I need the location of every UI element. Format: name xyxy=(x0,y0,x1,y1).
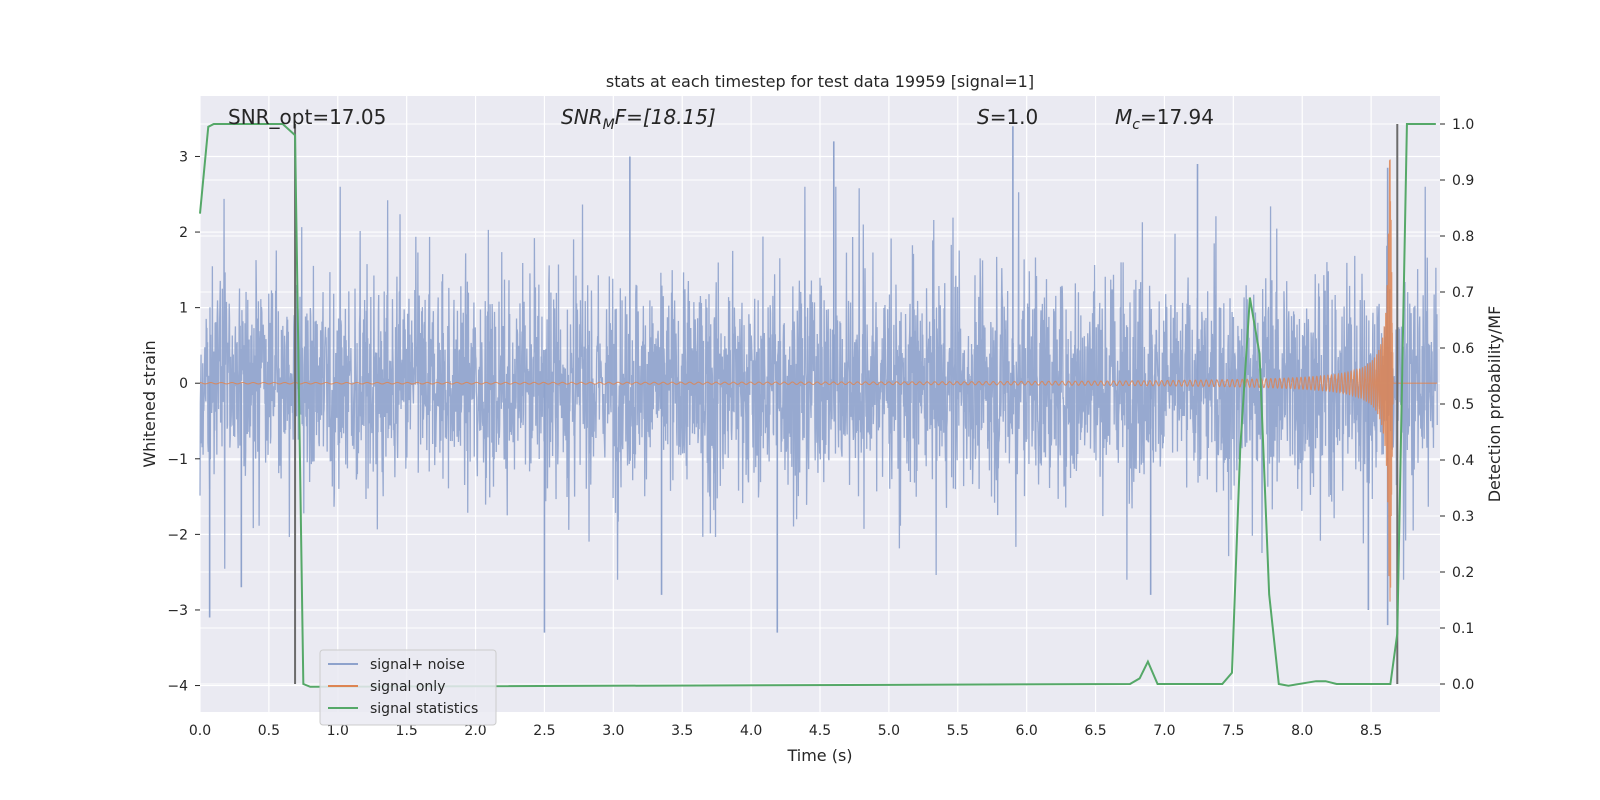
x-tick-label: 0.0 xyxy=(189,723,211,739)
legend-label-signal-only: signal only xyxy=(370,679,445,695)
y-tick-label: −4 xyxy=(167,679,188,695)
y-tick-label: 1 xyxy=(179,301,188,317)
y-tick-label: 3 xyxy=(179,149,188,165)
series-signal-statistics-line xyxy=(199,123,1436,688)
y2-tick-label: 0.8 xyxy=(1452,229,1474,245)
x-tick-label: 4.5 xyxy=(809,723,831,739)
y2-tick-label: 0.4 xyxy=(1452,453,1474,469)
y2-tick-label: 0.7 xyxy=(1452,285,1474,301)
y-axis-label: Whitened strain xyxy=(140,340,159,467)
x-tick-label: 0.5 xyxy=(258,723,280,739)
x-axis-label: Time (s) xyxy=(786,746,852,765)
y2-tick-label: 0.2 xyxy=(1452,565,1474,581)
annotation-mc: Mc=17.94 xyxy=(1115,105,1214,133)
x-tick-label: 3.5 xyxy=(671,723,693,739)
x-tick-label: 7.0 xyxy=(1153,723,1175,739)
chart-title: stats at each timestep for test data 199… xyxy=(606,72,1034,91)
y2-tick-label: 0.9 xyxy=(1452,173,1474,189)
y2-tick-label: 0.3 xyxy=(1452,509,1474,525)
x-tick-label: 2.5 xyxy=(533,723,555,739)
legend: signal+ noise signal only signal statist… xyxy=(319,649,497,726)
y-axis-left: 3 2 1 0 −1 −2 −3 −4 xyxy=(167,149,200,695)
y-tick-label: −2 xyxy=(167,527,188,543)
series-signal-only-line xyxy=(199,159,1438,602)
y2-axis-label: Detection probability/MF xyxy=(1485,306,1504,503)
legend-box xyxy=(319,649,497,726)
y-tick-label: 2 xyxy=(179,225,188,241)
y-tick-label: 0 xyxy=(179,376,188,392)
legend-label-signal-statistics: signal statistics xyxy=(370,701,478,717)
annotation-snr-mf: SNRMF=[18.15] xyxy=(561,105,716,133)
x-tick-label: 7.5 xyxy=(1222,723,1244,739)
legend-label-signal-noise: signal+ noise xyxy=(370,657,465,673)
x-tick-label: 4.0 xyxy=(740,723,762,739)
annotations: SNR_opt=17.05 SNRMF=[18.15] S=1.0 Mc=17.… xyxy=(228,105,1214,133)
x-tick-label: 8.0 xyxy=(1291,723,1313,739)
y2-tick-label: 0.0 xyxy=(1452,677,1474,693)
y-tick-label: −3 xyxy=(167,603,188,619)
y2-tick-label: 0.1 xyxy=(1452,621,1474,637)
x-tick-label: 6.5 xyxy=(1084,723,1106,739)
series-signal-noise-line xyxy=(199,186,1438,580)
y-tick-label: −1 xyxy=(167,452,188,468)
annotation-snr-opt: SNR_opt=17.05 xyxy=(228,105,386,129)
x-tick-label: 2.0 xyxy=(464,723,486,739)
y2-tick-label: 0.5 xyxy=(1452,397,1474,413)
x-tick-label: 6.0 xyxy=(1016,723,1038,739)
x-tick-label: 3.0 xyxy=(602,723,624,739)
y-axis-right: 1.0 0.9 0.8 0.7 0.6 0.5 0.4 0.3 0.2 0.1 0.0 xyxy=(1440,117,1474,693)
plot-content xyxy=(199,123,1438,688)
y2-tick-label: 0.6 xyxy=(1452,341,1474,357)
x-tick-label: 5.0 xyxy=(878,723,900,739)
x-axis: 0.0 0.5 1.0 1.5 2.0 2.5 3.0 3.5 4.0 4.5 5.0 5.5 6.0 6… xyxy=(189,723,1382,739)
annotation-s: S=1.0 xyxy=(977,105,1038,129)
x-tick-label: 1.5 xyxy=(396,723,418,739)
x-tick-label: 1.0 xyxy=(327,723,349,739)
x-tick-label: 5.5 xyxy=(947,723,969,739)
x-tick-label: 8.5 xyxy=(1360,723,1382,739)
y2-tick-label: 1.0 xyxy=(1452,117,1474,133)
